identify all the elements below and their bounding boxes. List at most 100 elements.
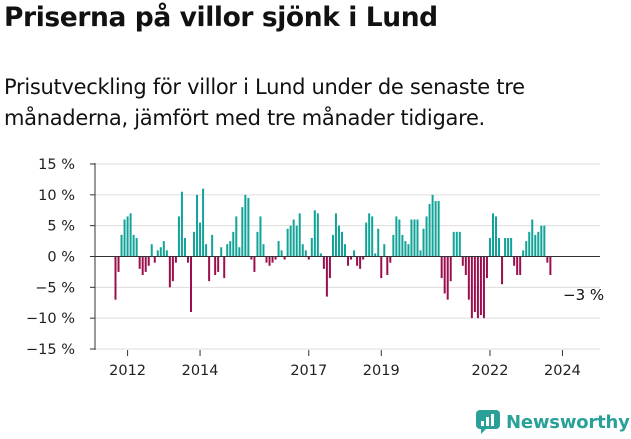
bar	[362, 256, 365, 260]
bar	[431, 194, 434, 257]
bar	[286, 228, 289, 257]
bar	[313, 210, 316, 257]
y-tick-label: −10 %	[26, 311, 75, 327]
bar	[165, 250, 168, 257]
bar	[389, 256, 392, 263]
bar	[310, 238, 313, 257]
bar	[199, 222, 202, 257]
bar	[277, 241, 280, 257]
bar	[205, 244, 208, 257]
bar	[507, 238, 510, 257]
bar	[150, 244, 153, 257]
bar	[223, 256, 226, 279]
bar	[138, 256, 141, 269]
bar	[404, 241, 407, 257]
bar	[331, 234, 334, 257]
bar	[238, 247, 241, 257]
bar	[365, 222, 368, 257]
bar	[425, 216, 428, 257]
bar	[368, 213, 371, 257]
bar	[117, 256, 120, 272]
x-tick-label: 2022	[472, 363, 509, 379]
last-value-label: −3 %	[563, 286, 604, 304]
bar	[344, 244, 347, 257]
bar	[516, 256, 519, 275]
newsworthy-logo-text: Newsworthy	[506, 411, 630, 433]
bar	[322, 256, 325, 269]
bar	[202, 188, 205, 257]
bar	[334, 213, 337, 257]
bar	[292, 219, 295, 257]
y-tick-label: −5 %	[35, 280, 75, 296]
x-tick-label: 2017	[290, 363, 327, 379]
bar	[153, 256, 156, 263]
bar	[359, 256, 362, 269]
bar	[374, 253, 377, 257]
bar	[488, 238, 491, 257]
bar	[214, 256, 217, 275]
bar-chart: 15 %10 %5 %0 %−5 %−10 %−15 % 2012 2014 201…	[26, 157, 604, 379]
bar	[461, 256, 464, 266]
bar	[479, 256, 482, 316]
x-axis-ticks: 2012 2014 2017 2019 2022 2024	[109, 350, 581, 379]
bar	[528, 231, 531, 257]
y-tick-label: 0 %	[47, 250, 75, 266]
bar	[440, 256, 443, 279]
bar	[114, 256, 117, 300]
bar	[492, 213, 494, 257]
bar	[386, 256, 389, 275]
bar	[253, 256, 256, 272]
bar	[274, 256, 277, 260]
bar	[126, 216, 129, 257]
bar	[485, 256, 488, 279]
bar	[316, 213, 319, 257]
bar	[419, 250, 422, 257]
bar	[135, 238, 138, 257]
bar	[458, 231, 461, 257]
bar	[171, 256, 174, 282]
bar	[537, 231, 540, 257]
y-tick-label: 10 %	[38, 188, 75, 204]
bar	[504, 238, 507, 257]
bar	[226, 244, 229, 257]
bar	[534, 234, 537, 257]
bar	[437, 201, 440, 257]
bar	[229, 241, 232, 257]
newsworthy-icon	[476, 410, 500, 434]
bar	[183, 238, 186, 257]
bar	[549, 256, 552, 275]
bar	[501, 256, 504, 285]
bar	[543, 225, 546, 257]
bar	[247, 197, 250, 257]
bar	[298, 213, 301, 257]
bar	[401, 234, 404, 257]
bar	[174, 256, 177, 263]
bar	[337, 225, 340, 257]
bar	[434, 201, 437, 257]
axes	[94, 163, 600, 350]
bar	[250, 256, 253, 260]
bar	[495, 216, 498, 257]
bar	[476, 256, 479, 319]
bar	[531, 219, 534, 257]
bar	[510, 238, 513, 257]
bar	[232, 231, 235, 257]
bar	[295, 225, 298, 257]
bar	[380, 256, 383, 279]
y-tick-label: 15 %	[38, 157, 75, 173]
bar	[283, 256, 286, 260]
bar	[289, 225, 292, 257]
bar	[129, 213, 132, 257]
bar	[540, 225, 543, 257]
bar	[162, 241, 165, 257]
y-axis-ticks: 15 % 10 % 5 % 0 % −5 % −10 % −15 %	[26, 157, 95, 358]
bar	[446, 256, 449, 300]
bar	[371, 216, 374, 257]
bar	[428, 204, 431, 257]
bar	[268, 256, 271, 266]
bars	[114, 188, 552, 319]
bar	[328, 256, 331, 279]
bar	[241, 207, 244, 257]
bar	[455, 231, 458, 257]
chart-title: Priserna på villor sjönk i Lund	[4, 2, 438, 33]
